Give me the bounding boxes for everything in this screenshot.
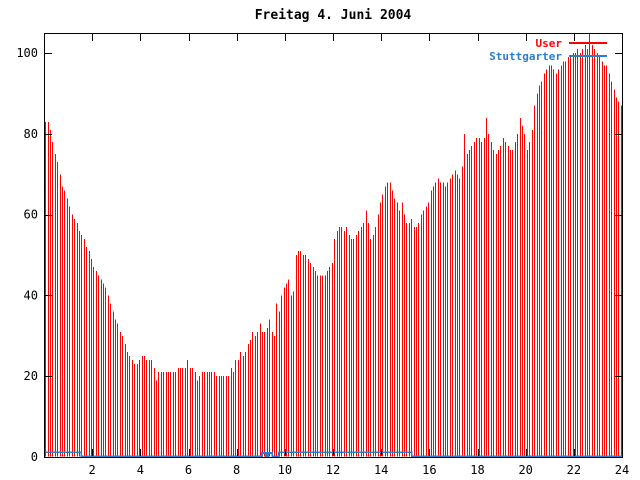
plot-border bbox=[44, 33, 623, 458]
x-axis-tick-label: 22 bbox=[567, 463, 581, 477]
x-axis-tick-label: 24 bbox=[615, 463, 629, 477]
y-axis-tick-label: 100 bbox=[16, 46, 38, 60]
x-axis-tick-label: 6 bbox=[185, 463, 192, 477]
x-axis-tick-label: 18 bbox=[470, 463, 484, 477]
legend: User Stuttgarter bbox=[489, 36, 607, 63]
y-axis-tick-label: 60 bbox=[24, 208, 38, 222]
x-axis-tick-label: 16 bbox=[422, 463, 436, 477]
legend-item-user: User bbox=[535, 36, 607, 50]
y-axis-tick-label: 0 bbox=[31, 450, 38, 464]
x-axis-tick-label: 14 bbox=[374, 463, 388, 477]
legend-line-sample-stuttgarter bbox=[569, 55, 607, 57]
y-axis-tick-label: 20 bbox=[24, 369, 38, 383]
x-axis-tick-label: 10 bbox=[278, 463, 292, 477]
x-axis-tick-label: 20 bbox=[518, 463, 532, 477]
x-axis-tick-label: 4 bbox=[137, 463, 144, 477]
y-axis-tick-label: 80 bbox=[24, 127, 38, 141]
legend-line-sample-user bbox=[569, 42, 607, 44]
legend-label-stuttgarter: Stuttgarter bbox=[489, 49, 562, 63]
stuttgarter-line bbox=[44, 451, 622, 457]
y-axis-tick-label: 40 bbox=[24, 288, 38, 302]
legend-label-user: User bbox=[535, 36, 563, 50]
legend-item-stuttgarter: Stuttgarter bbox=[489, 49, 607, 63]
x-axis-tick-label: 2 bbox=[89, 463, 96, 477]
x-axis-tick-label: 8 bbox=[233, 463, 240, 477]
chart-title: Freitag 4. Juni 2004 bbox=[254, 8, 412, 23]
x-axis-tick-label: 12 bbox=[326, 463, 340, 477]
